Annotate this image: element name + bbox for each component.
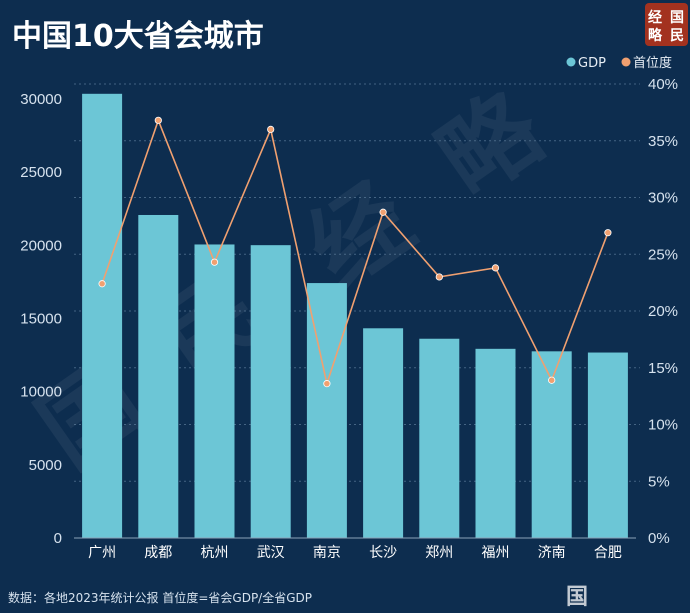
primacy-point: [548, 376, 556, 384]
y-right-tick-label: 40%: [648, 76, 678, 93]
y-left-tick-label: 10000: [20, 384, 62, 401]
y-left-tick-label: 0: [54, 530, 62, 547]
logo-char: 国: [670, 10, 684, 26]
bottom-logo: 国: [566, 584, 588, 610]
y-left-tick-label: 25000: [20, 164, 62, 181]
legend-gdp-marker: [566, 57, 576, 67]
primacy-point: [435, 273, 443, 281]
x-tick-label: 郑州: [425, 545, 453, 561]
x-tick-label: 福州: [482, 545, 510, 561]
legend: GDP 首位度: [566, 55, 672, 71]
bar: [250, 245, 291, 538]
bar: [475, 348, 516, 538]
x-tick-label: 杭州: [201, 545, 229, 561]
primacy-point: [604, 229, 612, 237]
primacy-point: [379, 208, 387, 216]
legend-primacy-marker: [621, 57, 631, 67]
x-tick-label: 武汉: [257, 545, 285, 561]
primacy-point: [491, 264, 500, 272]
y-left-tick-label: 20000: [20, 237, 62, 254]
bar: [363, 328, 404, 538]
logo-char: 经: [648, 9, 662, 26]
y-left-tick-label: 15000: [20, 311, 62, 328]
primacy-line-path: [101, 118, 609, 387]
y-right-tick-label: 35%: [648, 133, 678, 150]
watermark-char: 略: [418, 70, 563, 219]
primacy-point: [154, 116, 162, 124]
y-left-tick-label: 5000: [29, 457, 62, 474]
y-right-tick-label: 10%: [648, 417, 678, 434]
y-right-tick-label: 5%: [648, 473, 670, 490]
legend-gdp-label: GDP: [578, 56, 606, 71]
bar: [419, 338, 460, 538]
primacy-point: [98, 280, 106, 288]
primacy-line: [98, 116, 612, 388]
source-note: 数据：各地2023年统计公报 首位度=省会GDP/全省GDP: [8, 590, 312, 605]
primacy-point: [267, 125, 275, 133]
y-right-tick-label: 0%: [648, 530, 670, 547]
logo-char: 略: [648, 27, 663, 44]
bars: [82, 93, 628, 538]
bar: [194, 244, 235, 538]
y-right-tick-label: 30%: [648, 190, 678, 207]
x-tick-label: 合肥: [594, 545, 622, 561]
bar: [587, 352, 628, 538]
x-tick-label: 长沙: [369, 545, 397, 561]
bar: [82, 93, 123, 538]
x-tick-label: 成都: [144, 545, 172, 561]
logo-box: [645, 3, 688, 46]
logo-char: 民: [670, 28, 684, 44]
chart-title: 中国10大省会城市: [12, 19, 264, 54]
legend-primacy-label: 首位度: [633, 55, 672, 71]
y-left-tick-label: 30000: [20, 91, 62, 108]
y-axis-right: 0% 5% 10% 15% 20% 25% 30% 35% 40%: [648, 76, 678, 547]
primacy-point: [323, 380, 331, 388]
bar: [138, 214, 179, 538]
y-right-tick-label: 15%: [648, 360, 678, 377]
x-tick-label: 南京: [313, 545, 341, 561]
logo: 经 国 略 民: [645, 3, 688, 46]
y-right-tick-label: 25%: [648, 246, 678, 263]
y-axis-left: 0 5000 10000 15000 20000 25000 30000: [20, 91, 62, 547]
x-tick-label: 济南: [538, 545, 566, 561]
y-right-tick-label: 20%: [648, 303, 678, 320]
x-axis: 广州 成都 杭州 武汉 南京 长沙 郑州 福州 济南 合肥: [74, 537, 636, 561]
primacy-point: [210, 258, 219, 266]
x-tick-label: 广州: [88, 545, 116, 561]
